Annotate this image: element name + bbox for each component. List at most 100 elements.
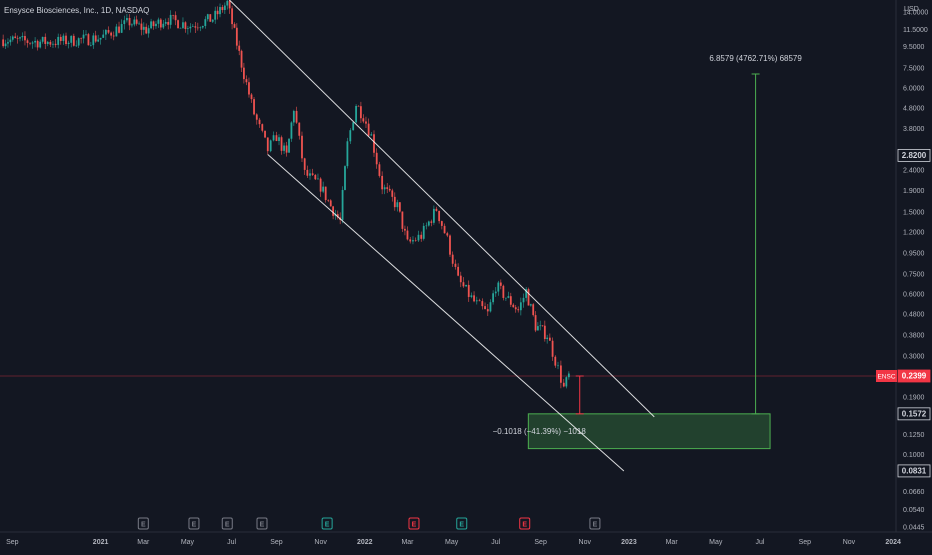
candle-body <box>44 36 47 44</box>
candle-body <box>233 24 236 28</box>
y-tick-label: 0.6000 <box>903 291 925 298</box>
candle-body <box>131 24 133 26</box>
candle-body <box>199 27 202 29</box>
candle-body <box>317 178 319 180</box>
earnings-event-letter: E <box>593 522 598 529</box>
candle-body <box>7 42 9 44</box>
y-tick-label: 0.7500 <box>903 271 925 278</box>
candle-body <box>67 42 70 45</box>
y-tick-label: 0.0540 <box>903 507 925 514</box>
candle-body <box>365 121 367 124</box>
x-tick-label: 2022 <box>357 539 373 546</box>
candle-body <box>388 188 391 191</box>
candle-body <box>29 42 31 44</box>
x-tick-label: Mar <box>401 539 414 546</box>
x-tick-label: Mar <box>137 539 150 546</box>
candle-body <box>196 27 199 29</box>
candle-body <box>459 275 462 283</box>
time-axis[interactable]: Sep 2021 Mar May Jul Sep Nov 2022 Mar May Jul Sep No… <box>6 539 901 546</box>
candle-body <box>14 36 17 39</box>
candle-body <box>59 36 62 41</box>
candle-body <box>167 21 170 25</box>
price-axis-badges: 2.8200 0.2399 0.1572 0.0831 ENSC <box>876 148 931 478</box>
candle-body <box>352 122 355 131</box>
candle-body <box>243 67 245 80</box>
candle-body <box>512 304 515 308</box>
candle-body <box>560 365 562 383</box>
earnings-event-marker[interactable] <box>589 517 601 530</box>
x-tick-label: Sep <box>534 539 547 546</box>
candle-body <box>322 186 325 192</box>
candle-body <box>211 19 214 22</box>
price-axis[interactable]: 14.0000 11.5000 9.5000 7.5000 6.0000 4.8000 3.… <box>903 9 928 531</box>
candle-body <box>75 45 78 47</box>
candle-body <box>438 210 441 222</box>
earnings-event-marker[interactable] <box>221 517 233 530</box>
candle-body <box>454 263 457 267</box>
candle-body <box>507 296 510 298</box>
candle-body <box>543 325 546 340</box>
y-tick-label: 11.5000 <box>903 27 928 34</box>
candle-body <box>126 17 128 21</box>
candle-body <box>231 8 233 25</box>
candle-body <box>393 196 396 208</box>
candle-body <box>473 295 475 302</box>
candle-body <box>184 22 187 30</box>
candle-body <box>77 38 80 46</box>
projection-box-layer[interactable]: −0.1018 (−41.39%) −1018 <box>493 413 771 450</box>
candle-body <box>412 240 414 242</box>
earnings-event-marker[interactable] <box>256 517 268 530</box>
candle-body <box>362 118 365 122</box>
candle-body <box>378 164 381 176</box>
price-badge-label: 2.8200 <box>902 151 927 160</box>
channel-upper-line[interactable] <box>229 0 655 418</box>
candle-body <box>235 27 238 46</box>
x-tick-label: Sep <box>799 539 812 546</box>
earnings-event-marker[interactable] <box>321 517 333 530</box>
price-badge <box>897 407 931 421</box>
candle-body <box>118 26 120 33</box>
candle-body <box>189 26 192 29</box>
candle-body <box>52 43 54 45</box>
candle-body <box>36 40 39 48</box>
candle-body <box>112 35 115 37</box>
price-badge-label: 0.0831 <box>902 466 927 475</box>
y-tick-label: 9.5000 <box>903 44 925 51</box>
channel-layer[interactable] <box>229 0 655 472</box>
candle-body <box>54 43 57 45</box>
candle-body <box>497 282 500 292</box>
earnings-event-marker[interactable] <box>519 517 531 530</box>
y-tick-label: 0.3000 <box>903 353 925 360</box>
y-tick-label: 0.1900 <box>903 394 925 401</box>
candle-body <box>443 225 446 234</box>
candle-body <box>285 145 288 153</box>
candle-body <box>278 137 280 141</box>
y-tick-label: 0.0660 <box>903 489 925 496</box>
earnings-event-marker[interactable] <box>456 517 468 530</box>
measures-layer[interactable]: 6.8579 (4762.71%) 68579 <box>575 54 803 415</box>
channel-lower-line[interactable] <box>267 154 625 472</box>
x-tick-label: May <box>181 539 195 546</box>
candle-body <box>519 302 522 311</box>
candle-body <box>145 26 148 34</box>
candle-body <box>370 134 373 136</box>
x-tick-label: Sep <box>6 539 19 546</box>
earnings-event-letter: E <box>141 522 146 529</box>
candle-body <box>16 38 19 39</box>
candle-body <box>34 40 37 43</box>
earnings-event-marker[interactable] <box>137 517 149 530</box>
earnings-event-marker[interactable] <box>188 517 200 530</box>
candle-body <box>82 34 85 39</box>
candle-body <box>319 178 322 192</box>
candle-body <box>396 202 399 208</box>
price-badge-label: 0.2399 <box>902 372 927 381</box>
earnings-event-marker[interactable] <box>408 517 420 530</box>
candle-body <box>216 10 219 15</box>
projection-box[interactable] <box>527 413 771 450</box>
x-tick-label: Jul <box>227 539 236 546</box>
candle-body <box>19 37 21 39</box>
